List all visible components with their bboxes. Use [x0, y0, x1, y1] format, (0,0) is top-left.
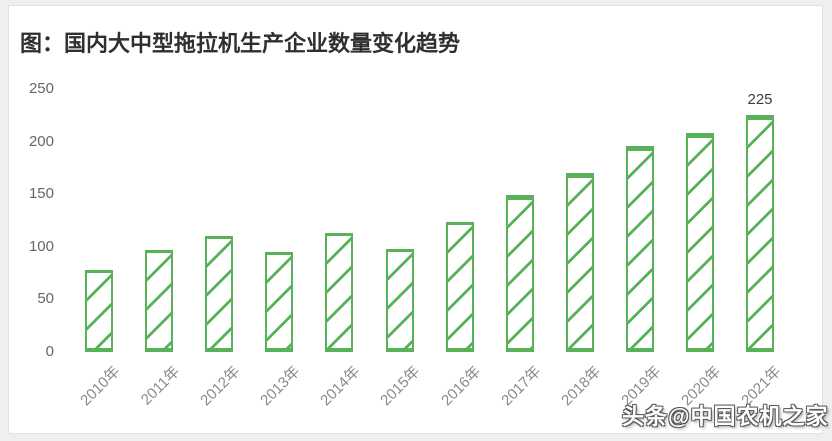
- bar-chart: 0 50 100 150 200 250 2010年 2011年 2012年 2013年 2014年…: [9, 6, 824, 435]
- x-label-2019年: 2019年: [617, 363, 665, 410]
- x-label-2021年: 2021年: [737, 363, 785, 410]
- x-label-2020年: 2020年: [677, 363, 725, 410]
- y-tick-150: 150: [28, 185, 54, 203]
- x-label-2016年: 2016年: [437, 363, 485, 410]
- chart-title: 图：国内大中型拖拉机生产企业数量变化趋势: [20, 31, 461, 56]
- bar-2017年: [506, 195, 534, 352]
- y-tick-50: 50: [37, 290, 54, 308]
- annotation-225: 225: [747, 91, 773, 108]
- bar-2015年: [386, 249, 414, 352]
- bar-2018年: [566, 173, 594, 352]
- x-label-2011年: 2011年: [137, 363, 184, 409]
- bar-2010年: [85, 270, 113, 352]
- x-label-2010年: 2010年: [76, 363, 124, 410]
- y-tick-0: 0: [45, 343, 54, 360]
- watermark: 头条@中国农机之家: [622, 404, 829, 429]
- bar-2014年: [325, 233, 353, 352]
- y-tick-250: 250: [28, 80, 54, 97]
- bar-2011年: [145, 250, 173, 352]
- x-label-2014年: 2014年: [316, 363, 364, 410]
- x-label-2017年: 2017年: [497, 363, 545, 410]
- x-label-2015年: 2015年: [376, 363, 424, 410]
- x-label-2012年: 2012年: [196, 363, 244, 410]
- bar-2012年: [205, 236, 233, 352]
- x-label-2018年: 2018年: [557, 363, 605, 410]
- bar-2019年: [626, 146, 654, 352]
- y-tick-200: 200: [28, 132, 54, 150]
- bar-2016年: [446, 222, 474, 352]
- bar-2013年: [265, 252, 293, 352]
- bar-2020年: [686, 133, 714, 352]
- bar-2021年: [746, 115, 774, 352]
- x-label-2013年: 2013年: [256, 363, 304, 410]
- chart-card: 图：国内大中型拖拉机生产企业数量变化趋势 0 50 100 150 200 250 2010…: [8, 5, 823, 434]
- y-tick-100: 100: [28, 237, 54, 255]
